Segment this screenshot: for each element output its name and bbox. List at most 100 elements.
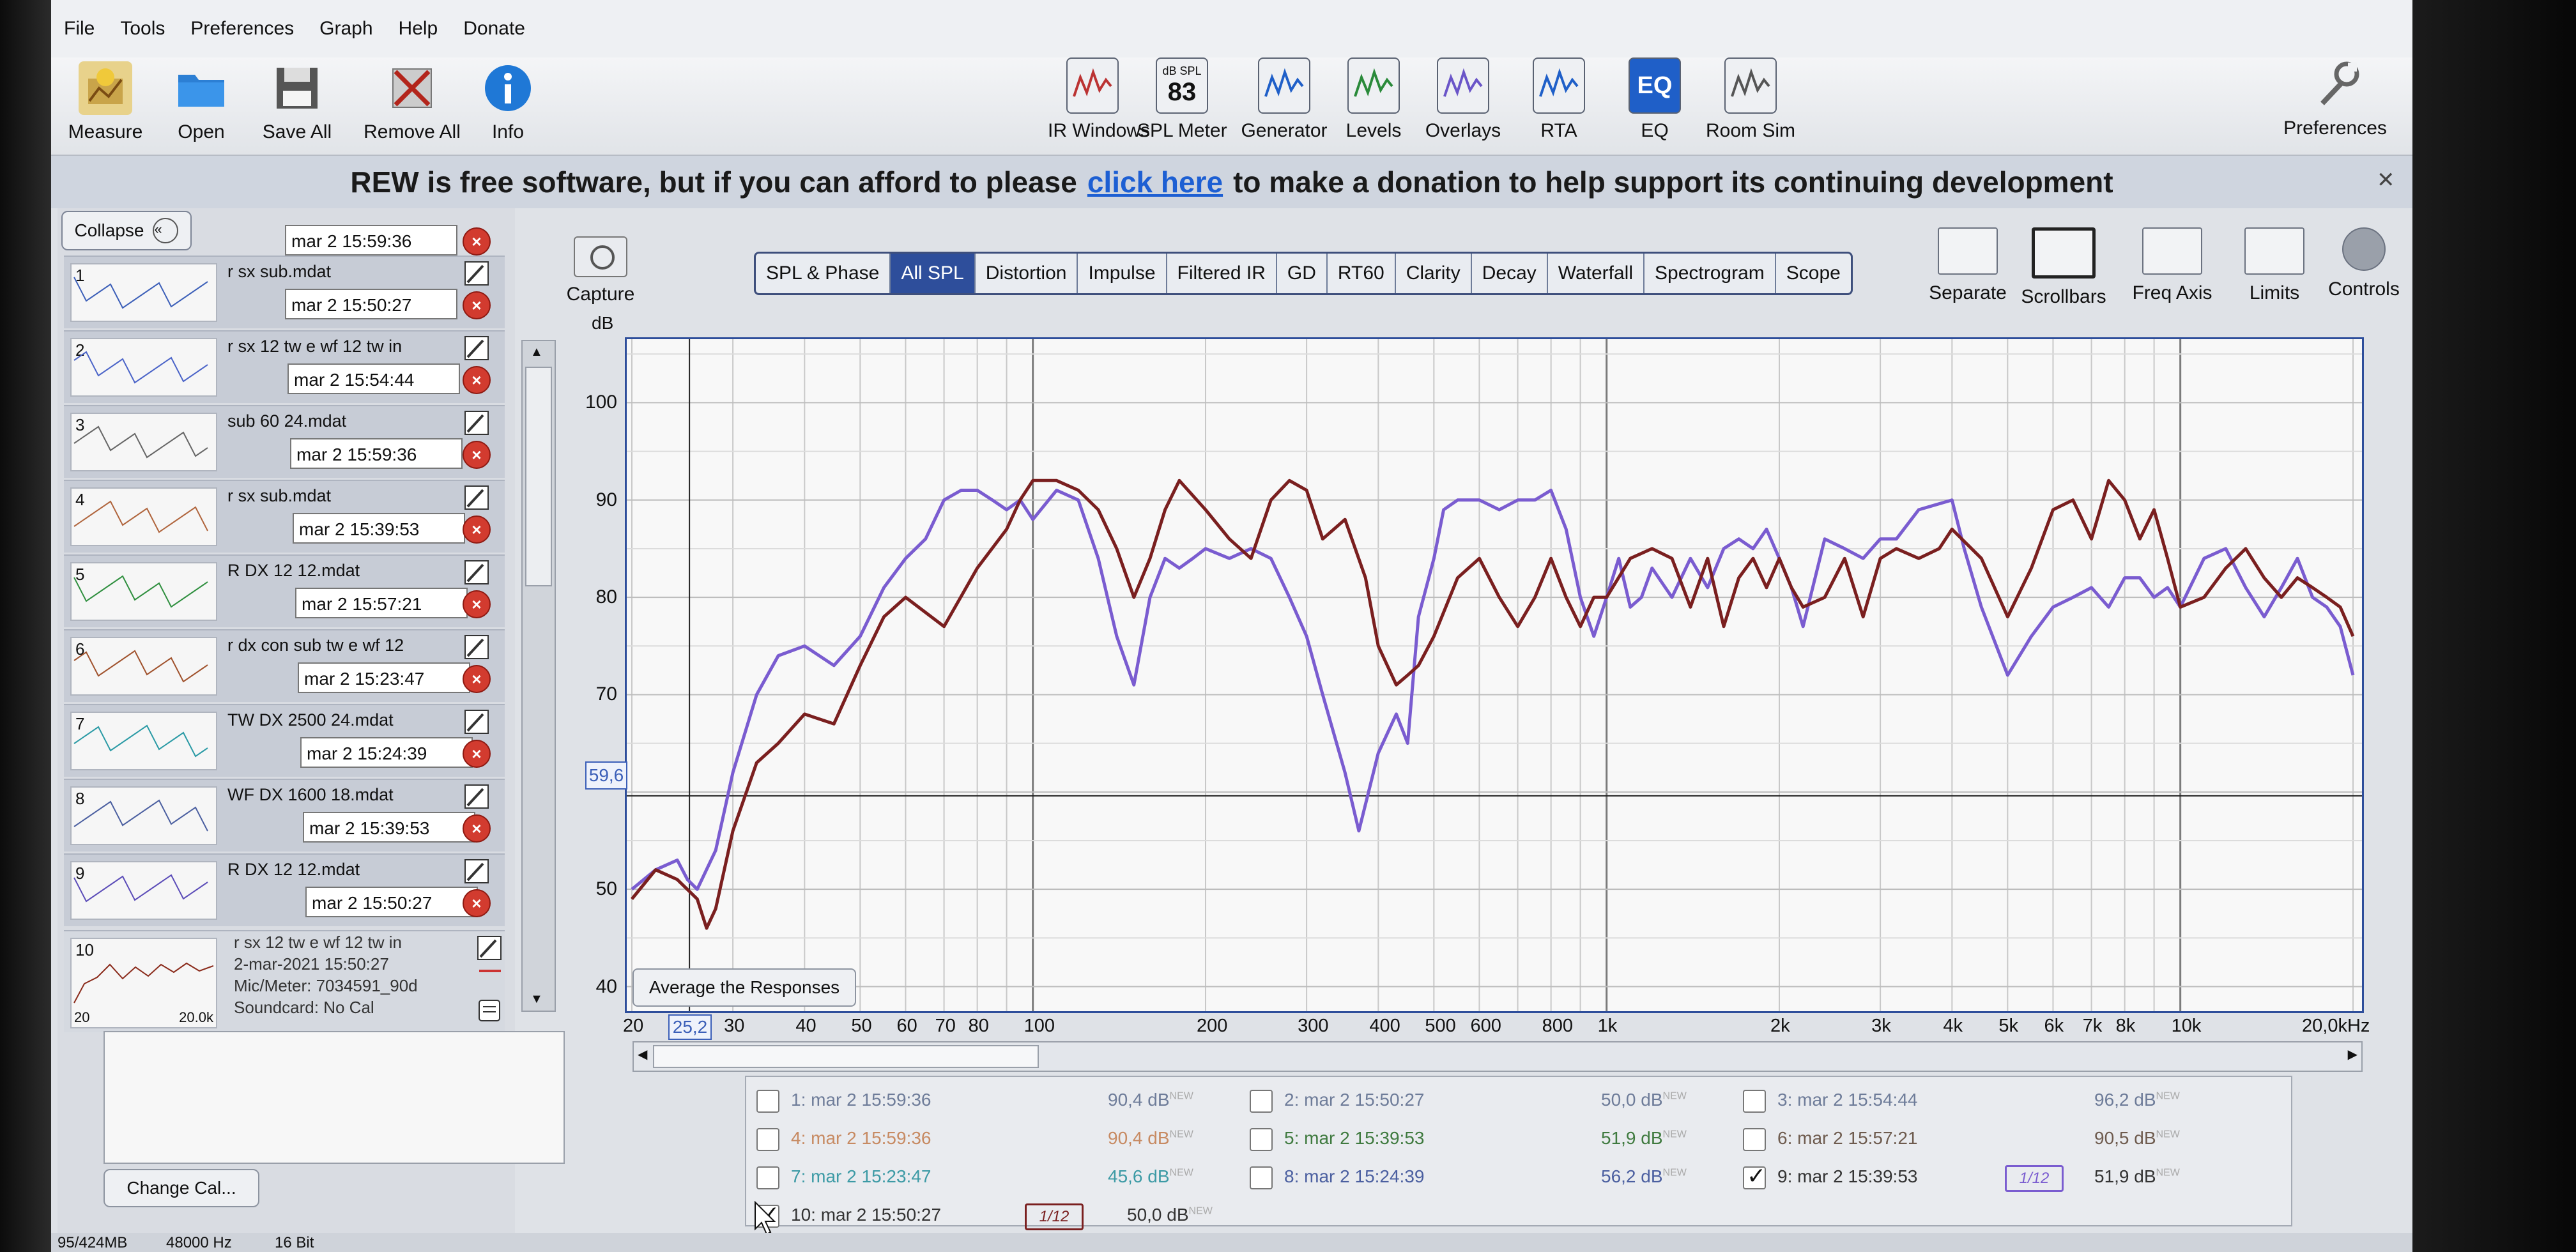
- trace-checkbox[interactable]: [1250, 1166, 1273, 1189]
- tab-all-spl[interactable]: All SPL: [891, 254, 976, 293]
- measure-button[interactable]: Measure: [57, 61, 153, 143]
- tab-spl-phase[interactable]: SPL & Phase: [756, 254, 891, 293]
- remove-all-button[interactable]: Remove All: [351, 61, 473, 143]
- tab-decay[interactable]: Decay: [1472, 254, 1548, 293]
- measurement-time-field[interactable]: mar 2 15:24:39: [300, 737, 473, 768]
- ir-windows-button[interactable]: IR Windows: [1048, 57, 1150, 142]
- trace-checkbox[interactable]: [756, 1090, 779, 1113]
- measurement-time-field[interactable]: mar 2 15:50:27: [305, 887, 478, 917]
- open-button[interactable]: Open: [160, 61, 243, 143]
- tab-clarity[interactable]: Clarity: [1396, 254, 1472, 293]
- measurement-item[interactable]: 8 WF DX 1600 18.mdat mar 2 15:39:53 ×: [64, 779, 505, 851]
- generator-button[interactable]: Generator: [1239, 57, 1329, 142]
- menu-file[interactable]: File: [64, 18, 95, 39]
- tab-rt60[interactable]: RT60: [1328, 254, 1396, 293]
- edit-icon[interactable]: [464, 335, 489, 361]
- edit-icon[interactable]: [464, 560, 489, 585]
- measurements-scrollbar[interactable]: ▲ ▼: [521, 340, 556, 1012]
- measurement-time-field[interactable]: mar 2 15:50:27: [285, 289, 457, 319]
- measurement-time-field[interactable]: mar 2 15:59:36: [290, 438, 463, 469]
- spl-meter-button[interactable]: dB SPL 83 SPL Meter: [1137, 57, 1227, 142]
- measurement-time-field[interactable]: mar 2 15:39:53: [303, 812, 475, 843]
- remove-measurement-icon[interactable]: ×: [463, 291, 491, 319]
- overlays-button[interactable]: Overlays: [1418, 57, 1508, 142]
- measurement-time-field[interactable]: mar 2 15:23:47: [298, 662, 470, 693]
- scroll-down-icon[interactable]: ▼: [530, 992, 543, 1006]
- remove-measurement-icon[interactable]: ×: [463, 441, 491, 469]
- remove-measurement-icon[interactable]: ×: [463, 590, 491, 618]
- edit-icon[interactable]: [464, 784, 489, 809]
- menu-help[interactable]: Help: [398, 18, 438, 39]
- measurement-time-field[interactable]: mar 2 15:57:21: [295, 588, 468, 618]
- freq-axis-button[interactable]: Freq Axis: [2121, 227, 2223, 304]
- tab-waterfall[interactable]: Waterfall: [1548, 254, 1645, 293]
- edit-icon[interactable]: [464, 410, 489, 436]
- eq-button[interactable]: EQ EQ: [1610, 57, 1699, 142]
- rta-button[interactable]: RTA: [1514, 57, 1604, 142]
- measurement-item[interactable]: 7 TW DX 2500 24.mdat mar 2 15:24:39 ×: [64, 704, 505, 777]
- measurement-time-field[interactable]: mar 2 15:59:36: [285, 225, 457, 256]
- edit-icon[interactable]: [464, 709, 489, 735]
- scroll-right-icon[interactable]: ▶: [2347, 1048, 2358, 1062]
- edit-icon[interactable]: [464, 485, 489, 510]
- notes-icon[interactable]: [477, 998, 502, 1023]
- tab-gd[interactable]: GD: [1277, 254, 1328, 293]
- info-button[interactable]: Info: [473, 61, 543, 143]
- remove-measurement-icon[interactable]: ×: [463, 366, 491, 394]
- remove-measurement-icon[interactable]: ×: [463, 515, 491, 544]
- collapse-button[interactable]: Collapse «: [61, 211, 192, 250]
- trace-checkbox[interactable]: [756, 1166, 779, 1189]
- trace-checkbox[interactable]: ✓: [1743, 1163, 1766, 1189]
- edit-icon[interactable]: [464, 859, 489, 884]
- measurement-notes-box[interactable]: [103, 1031, 565, 1164]
- preferences-button[interactable]: Preferences: [2274, 57, 2396, 139]
- measurement-item-selected[interactable]: 10 20 20.0k r sx 12 tw e wf 12 tw in 2-m…: [64, 930, 505, 1032]
- levels-button[interactable]: Levels: [1329, 57, 1418, 142]
- menu-tools[interactable]: Tools: [120, 18, 165, 39]
- trace-checkbox[interactable]: [1743, 1090, 1766, 1113]
- change-cal-button[interactable]: Change Cal...: [103, 1169, 259, 1207]
- remove-measurement-icon[interactable]: ×: [463, 814, 491, 843]
- save-all-button[interactable]: Save All: [249, 61, 345, 143]
- remove-measurement-icon[interactable]: ×: [463, 740, 491, 768]
- tab-distortion[interactable]: Distortion: [976, 254, 1078, 293]
- tab-spectrogram[interactable]: Spectrogram: [1644, 254, 1776, 293]
- trace-checkbox[interactable]: [1250, 1128, 1273, 1151]
- remove-measurement-icon[interactable]: ×: [463, 227, 491, 256]
- remove-measurement-icon[interactable]: ×: [463, 889, 491, 917]
- trace-checkbox[interactable]: [1250, 1090, 1273, 1113]
- measurement-time-field[interactable]: mar 2 15:54:44: [288, 363, 460, 394]
- menu-preferences[interactable]: Preferences: [190, 18, 295, 39]
- trace-checkbox[interactable]: [1743, 1128, 1766, 1151]
- room-sim-button[interactable]: Room Sim: [1706, 57, 1795, 142]
- scroll-up-icon[interactable]: ▲: [530, 345, 543, 359]
- tab-scope[interactable]: Scope: [1786, 263, 1841, 284]
- scrollbar-thumb[interactable]: [525, 367, 552, 586]
- scrollbar-thumb[interactable]: [653, 1045, 1039, 1068]
- smoothing-badge[interactable]: 1/12: [2005, 1165, 2064, 1192]
- tab-impulse[interactable]: Impulse: [1078, 254, 1167, 293]
- menu-donate[interactable]: Donate: [463, 18, 525, 39]
- trace-checkbox[interactable]: [756, 1128, 779, 1151]
- measurement-time-field[interactable]: mar 2 15:39:53: [293, 513, 465, 544]
- edit-icon[interactable]: [464, 634, 489, 660]
- average-responses-button[interactable]: Average the Responses: [632, 968, 856, 1007]
- scrollbars-button[interactable]: Scrollbars: [2012, 227, 2115, 308]
- measurement-item[interactable]: 3 sub 60 24.mdat mar 2 15:59:36 ×: [64, 405, 505, 478]
- tab-filtered-ir[interactable]: Filtered IR: [1167, 254, 1277, 293]
- limits-button[interactable]: Limits: [2223, 227, 2326, 304]
- edit-icon[interactable]: [464, 261, 489, 286]
- frequency-scrollbar[interactable]: ◀ ▶: [632, 1041, 2363, 1072]
- separate-button[interactable]: Separate: [1917, 227, 2019, 304]
- banner-close-icon[interactable]: ✕: [2377, 168, 2395, 192]
- spl-graph[interactable]: [625, 337, 2364, 1013]
- smoothing-badge[interactable]: 1/12: [1025, 1203, 1084, 1230]
- edit-icon[interactable]: [477, 935, 502, 961]
- menu-graph[interactable]: Graph: [319, 18, 373, 39]
